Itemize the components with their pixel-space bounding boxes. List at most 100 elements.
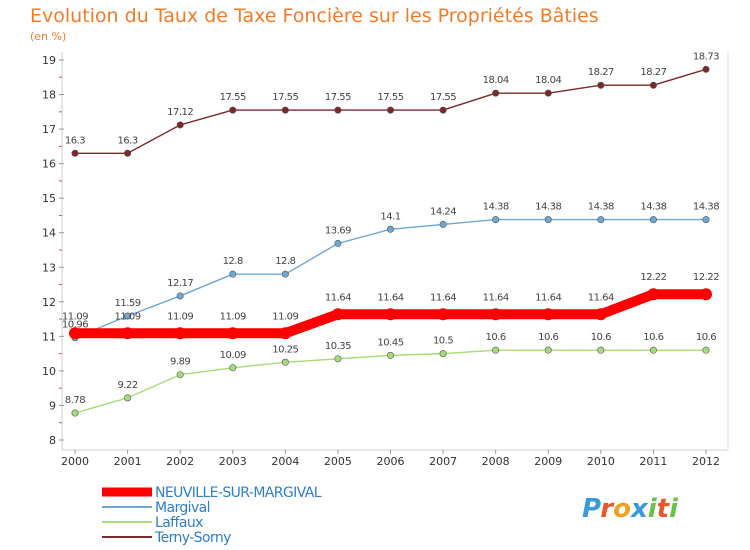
data-label: 10.6 — [538, 332, 558, 343]
data-point — [176, 121, 184, 129]
data-label: 8.78 — [65, 395, 85, 406]
data-point — [439, 220, 447, 228]
x-tick-label: 2005 — [324, 455, 352, 468]
data-point — [124, 149, 132, 157]
data-label: 18.04 — [535, 75, 561, 86]
data-label: 12.17 — [167, 278, 193, 289]
brand-letter: x — [629, 494, 649, 524]
data-label: 9.89 — [170, 357, 190, 368]
data-point — [544, 89, 552, 97]
x-tick-label: 2003 — [219, 455, 247, 468]
data-point — [229, 364, 237, 372]
data-point — [439, 350, 447, 358]
series-labels: 11.09 11.09 11.09 11.09 11.09 11.64 11.64 11.64… — [62, 51, 720, 406]
data-point — [597, 81, 605, 89]
data-label: 12.8 — [275, 256, 295, 267]
data-label: 10.6 — [591, 332, 611, 343]
data-point — [281, 106, 289, 114]
data-label: 10.35 — [325, 341, 351, 352]
data-point — [229, 270, 237, 278]
data-label: 14.38 — [588, 202, 614, 213]
data-label: 14.38 — [640, 202, 666, 213]
data-label: 10.09 — [220, 350, 246, 361]
data-point — [702, 216, 710, 224]
data-point — [331, 308, 344, 321]
data-label: 10.6 — [696, 332, 716, 343]
data-point — [124, 394, 132, 402]
data-point — [384, 308, 397, 321]
data-label: 13.69 — [325, 225, 351, 236]
data-point — [597, 346, 605, 354]
y-tick-label: 15 — [42, 192, 56, 205]
legend-label: NEUVILLE-SUR-MARGIVAL — [155, 485, 322, 501]
data-point — [174, 327, 187, 340]
x-tick-label: 2000 — [61, 455, 89, 468]
data-label: 17.55 — [220, 92, 246, 103]
y-tick-label: 10 — [42, 365, 56, 378]
data-label: 14.38 — [693, 202, 719, 213]
brand-letter: o — [613, 494, 631, 524]
data-point — [542, 308, 555, 321]
data-label: 14.38 — [535, 202, 561, 213]
x-tick-label: 2006 — [377, 455, 405, 468]
data-point — [334, 355, 342, 363]
data-label: 18.73 — [693, 51, 719, 62]
data-point — [700, 288, 712, 301]
data-label: 12.22 — [640, 272, 666, 283]
y-tick-label: 14 — [42, 227, 56, 240]
series-points — [69, 65, 712, 417]
data-point — [492, 89, 500, 97]
data-point — [281, 358, 289, 366]
axes: 8 9 10 11 12 13 14 15 16 17 18 19 2000 2001 2002 2003 20… — [42, 52, 729, 468]
data-label: 12.22 — [693, 272, 719, 283]
data-label: 14.1 — [380, 211, 400, 222]
data-label: 17.55 — [325, 92, 351, 103]
data-point — [334, 106, 342, 114]
data-point — [121, 327, 134, 340]
data-label: 17.55 — [430, 92, 456, 103]
data-point — [437, 308, 450, 321]
legend-label: Margival — [155, 500, 210, 516]
data-point — [492, 346, 500, 354]
data-point — [649, 216, 657, 224]
data-label: 11.64 — [588, 292, 614, 303]
data-point — [124, 312, 132, 320]
data-point — [386, 106, 394, 114]
x-tick-label: 2002 — [166, 455, 194, 468]
data-label: 10.6 — [643, 332, 663, 343]
brand-letter: i — [669, 494, 679, 524]
data-point — [176, 371, 184, 379]
data-label: 12.8 — [223, 256, 243, 267]
data-label: 9.22 — [117, 380, 137, 391]
data-label: 10.25 — [272, 344, 298, 355]
brand-logo: Proxiti — [582, 494, 679, 524]
data-point — [281, 270, 289, 278]
x-tick-label: 2001 — [114, 455, 142, 468]
data-point — [649, 81, 657, 89]
data-point — [386, 225, 394, 233]
data-label: 11.09 — [62, 311, 88, 322]
brand-text: Proxiti — [582, 494, 679, 524]
data-label: 14.38 — [483, 202, 509, 213]
data-label: 11.64 — [325, 292, 351, 303]
data-label: 10.6 — [486, 332, 506, 343]
y-tick-label: 19 — [42, 54, 56, 67]
data-point — [226, 327, 239, 340]
y-tick-label: 8 — [49, 434, 56, 447]
data-point — [492, 216, 500, 224]
data-point — [544, 346, 552, 354]
data-point — [594, 308, 607, 321]
data-label: 11.59 — [115, 298, 141, 309]
legend-label: Terny-Sorny — [154, 530, 231, 546]
data-label: 11.64 — [483, 292, 509, 303]
data-label: 17.55 — [377, 92, 403, 103]
data-point — [176, 292, 184, 300]
data-label: 11.09 — [272, 311, 298, 322]
brand-letter: i — [648, 494, 658, 524]
data-point — [702, 65, 710, 73]
data-label: 11.64 — [535, 292, 561, 303]
data-label: 11.64 — [430, 292, 456, 303]
y-tick-label: 12 — [42, 296, 56, 309]
data-point — [702, 346, 710, 354]
